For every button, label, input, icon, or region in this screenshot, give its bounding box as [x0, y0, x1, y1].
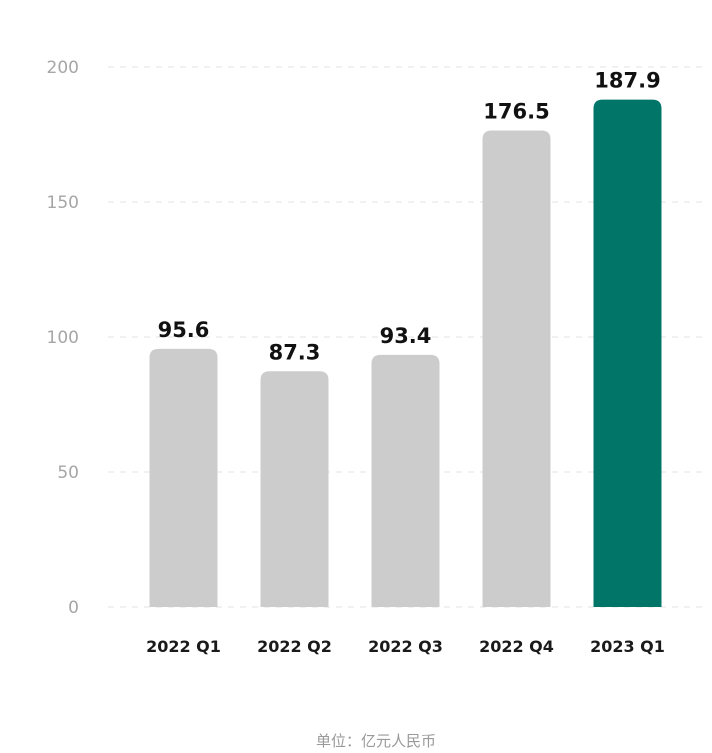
x-tick-label: 2022 Q2 [257, 637, 332, 656]
bar-2022-q2 [260, 371, 329, 607]
value-labels: 95.6 87.3 93.4 176.5 187.9 [158, 69, 661, 365]
x-tick-label: 2022 Q1 [146, 637, 221, 656]
y-axis-ticks: 0 50 100 150 200 [47, 58, 79, 618]
y-tick-label: 200 [47, 58, 79, 78]
bar-2022-q1 [149, 348, 218, 607]
bar-2023-q1 [593, 99, 662, 608]
value-label: 95.6 [158, 318, 210, 342]
value-label: 93.4 [380, 324, 432, 348]
y-tick-label: 150 [47, 193, 79, 213]
x-tick-label: 2023 Q1 [590, 637, 665, 656]
unit-note: 单位：亿元人民币 [316, 732, 436, 750]
x-axis-ticks: 2022 Q1 2022 Q2 2022 Q3 2022 Q4 2023 Q1 [146, 637, 665, 656]
bar-2022-q3 [371, 354, 440, 607]
value-label: 87.3 [269, 340, 321, 364]
x-tick-label: 2022 Q3 [368, 637, 443, 656]
y-tick-label: 0 [68, 598, 79, 618]
value-label: 176.5 [483, 99, 549, 123]
y-tick-label: 50 [57, 463, 79, 483]
x-tick-label: 2022 Q4 [479, 637, 554, 656]
bars [149, 99, 662, 608]
value-label: 187.9 [594, 69, 660, 93]
y-tick-label: 100 [47, 328, 79, 348]
bar-2022-q4 [482, 130, 551, 607]
